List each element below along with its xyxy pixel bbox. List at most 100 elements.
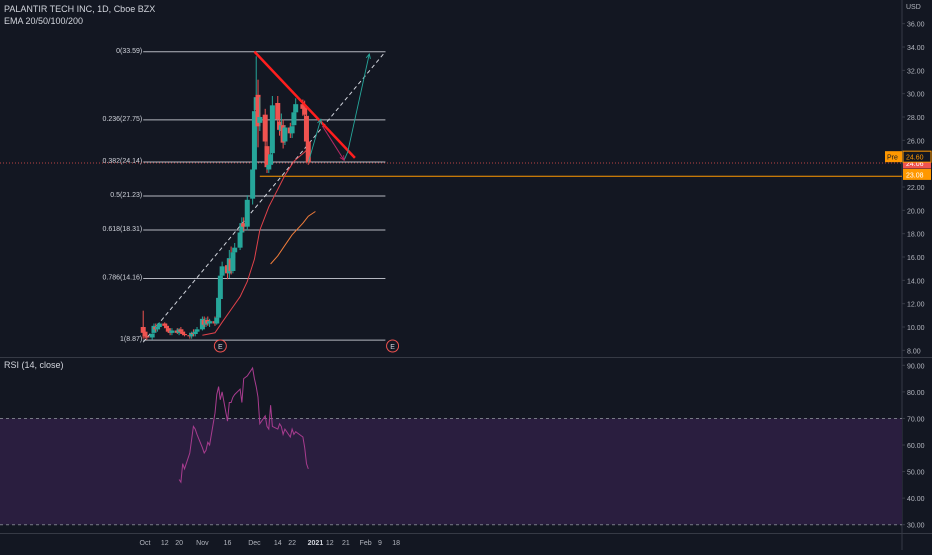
price-tick-label: 8.00: [907, 348, 921, 355]
pre-market-badge: [885, 151, 902, 163]
price-tick-label: 14.00: [907, 278, 925, 285]
candle-up: [207, 321, 213, 324]
rsi-band: [0, 418, 902, 525]
projection-arrow-down-head: [339, 155, 345, 162]
fib-level-label: 0.5(21.23): [110, 192, 142, 199]
time-tick-label: 2021: [308, 540, 324, 547]
time-tick-label: Nov: [196, 540, 209, 547]
rsi-indicator-label[interactable]: RSI (14, close): [4, 360, 64, 370]
candle-up: [244, 199, 250, 227]
rsi-tick-label: 60.00: [907, 443, 925, 450]
resistance-trendline: [253, 50, 356, 159]
rsi-tick-label: 70.00: [907, 416, 925, 423]
price-tick-label: 30.00: [907, 92, 925, 99]
candle-up: [217, 275, 223, 299]
candle-up: [156, 323, 162, 327]
candle-down: [241, 223, 247, 227]
candle-down: [162, 323, 168, 326]
ema-indicator-label[interactable]: EMA 20/50/100/200: [4, 16, 84, 26]
candle-up: [230, 252, 236, 271]
projection-arrow-short-head: [317, 118, 323, 125]
candle-up: [237, 232, 243, 248]
fib-level-label: 0(33.59): [116, 48, 142, 55]
candle-up: [269, 105, 275, 154]
candle-up: [257, 117, 263, 123]
rsi-line: [178, 366, 309, 484]
candle-up: [250, 169, 256, 199]
price-axis-badge: [903, 168, 931, 180]
rsi-tick-label: 90.00: [907, 363, 925, 370]
candle-down: [255, 94, 261, 127]
ema-short-line: [202, 148, 309, 336]
candle-up: [155, 327, 161, 330]
price-tick-label: 20.00: [907, 208, 925, 215]
time-tick-label: 20: [175, 540, 183, 547]
candle-down: [302, 107, 308, 115]
price-tick-label: 18.00: [907, 232, 925, 239]
candle-up: [232, 247, 238, 253]
rsi-tick-label: 50.00: [907, 470, 925, 477]
price-tick-label: 26.00: [907, 138, 925, 145]
earnings-marker: [213, 339, 227, 353]
time-tick-label: Feb: [360, 540, 372, 547]
candle-up: [282, 127, 288, 142]
price-tick-label: 28.00: [907, 115, 925, 122]
currency-label: USD: [906, 4, 921, 11]
candle-down: [165, 328, 171, 332]
fib-level-label: 0.236(27.75): [103, 116, 143, 123]
time-tick-label: 18: [392, 540, 400, 547]
time-tick-label: 12: [161, 540, 169, 547]
candle-up: [189, 332, 195, 337]
rsi-tick-label: 30.00: [907, 523, 925, 530]
rsi-tick-label: 40.00: [907, 496, 925, 503]
projection-arrow-down: [322, 126, 345, 161]
time-tick-label: 12: [326, 540, 334, 547]
candle-down: [264, 146, 270, 168]
time-tick-label: 14: [274, 540, 282, 547]
candle-down: [178, 329, 184, 332]
time-tick-label: 16: [224, 540, 232, 547]
price-axis-badge-label: 23.08: [906, 172, 924, 179]
candle-up: [219, 266, 225, 276]
candle-up: [169, 330, 175, 333]
fib-level-label: 1(8.87): [120, 336, 142, 343]
earnings-marker: [386, 339, 400, 353]
price-tick-label: 12.00: [907, 302, 925, 309]
price-tick-label: 10.00: [907, 325, 925, 332]
earnings-marker-label: E: [218, 344, 223, 351]
candle-down: [142, 331, 148, 337]
candle-down: [140, 327, 146, 333]
projection-arrow-long-head: [365, 52, 371, 59]
price-axis-badge-label: 24.60: [906, 155, 924, 162]
price-tick-label: 16.00: [907, 255, 925, 262]
candle-up: [268, 154, 274, 165]
candle-down: [303, 115, 309, 142]
candle-up: [289, 126, 295, 134]
time-tick-label: Dec: [248, 540, 261, 547]
time-tick-label: 9: [378, 540, 382, 547]
time-tick-label: 22: [288, 540, 296, 547]
time-tick-label: 21: [342, 540, 350, 547]
time-tick-label: Oct: [140, 540, 151, 547]
price-tick-label: 32.00: [907, 68, 925, 75]
candle-down: [180, 331, 186, 334]
earnings-marker-label: E: [390, 344, 395, 351]
fib-level-label: 0.618(18.31): [103, 226, 143, 233]
candle-down: [144, 336, 150, 338]
candle-up: [266, 164, 272, 170]
candle-up: [251, 111, 257, 170]
price-tick-label: 22.00: [907, 185, 925, 192]
candle-up: [216, 297, 222, 318]
candle-up: [192, 331, 198, 334]
ema-long-line: [270, 211, 316, 265]
fib-level-label: 0.786(14.16): [103, 274, 143, 281]
rsi-tick-label: 80.00: [907, 390, 925, 397]
projection-arrow-short: [307, 119, 322, 163]
dashed-trendline: [142, 51, 386, 343]
symbol-title[interactable]: PALANTIR TECH INC, 1D, Cboe BZX: [4, 4, 156, 14]
fib-level-label: 0.382(24.14): [103, 158, 143, 165]
candle-down: [181, 334, 187, 336]
candle-down: [164, 325, 170, 329]
